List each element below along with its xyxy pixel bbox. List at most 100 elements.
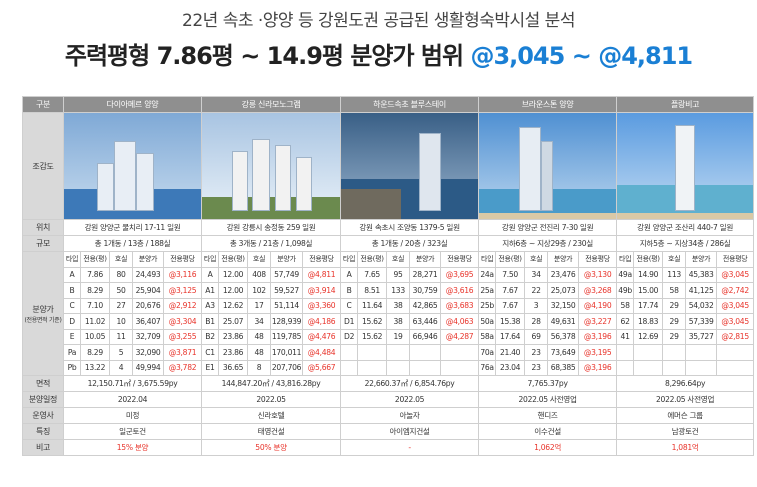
unit-cell: 7.67 xyxy=(495,297,526,314)
unit-cell: 34 xyxy=(524,266,549,283)
unit-cell: 8 xyxy=(247,359,272,376)
unit-cell xyxy=(386,344,411,361)
render-image-5 xyxy=(616,112,755,220)
unit-cell: 49,994 xyxy=(132,359,164,376)
unit-row: D 11.02 10 36,407 @3,304 B1 25.07 34 128,939 @4,1… xyxy=(23,313,755,330)
location-label: 위치 xyxy=(22,219,64,236)
unit-cell: 11 xyxy=(109,328,133,345)
area-cell: 22,660.37㎡ / 6,854.76py xyxy=(340,375,480,392)
unit-row: Pa 8.29 5 32,090 @3,871 C1 23.86 48 170,011 @4,48… xyxy=(23,344,755,361)
unit-column-header: 전용(평) xyxy=(357,251,388,268)
unit-cell: 50 xyxy=(109,282,133,299)
headline-title-accent: @3,045 ~ @4,811 xyxy=(470,42,693,70)
feature-row: 특징 일군토건 태영건설 아이엠지건설 이수건설 남광토건 xyxy=(22,423,755,440)
unit-cell: 22 xyxy=(524,282,549,299)
unit-cell: 119,785 xyxy=(270,328,304,345)
unit-cell: @3,782 xyxy=(162,359,203,376)
unit-cell: 5 xyxy=(109,344,133,361)
unit-cell: 8.29 xyxy=(80,282,110,299)
unit-cell: 23.86 xyxy=(218,344,249,361)
note-cell: 15% 분양 xyxy=(62,439,203,456)
unit-cell xyxy=(662,359,687,376)
unit-cell xyxy=(662,344,687,361)
price-label: 분양가 (전용면적 기준) xyxy=(22,251,64,376)
unit-cell: @3,255 xyxy=(162,328,203,345)
location-cell: 강원 강릉시 송정동 259 일원 xyxy=(201,219,342,236)
unit-cell: 133 xyxy=(386,282,411,299)
unit-cell: 59,527 xyxy=(270,282,304,299)
unit-cell: 12.62 xyxy=(218,297,249,314)
table-body: 구분 다이아메르 양양 강릉 신라모노그램 하운드속초 블루스테이 브라운스톤 … xyxy=(22,96,755,456)
unit-cell: 8.29 xyxy=(80,344,110,361)
unit-cell: 15.38 xyxy=(495,313,526,330)
unit-cell: 51,114 xyxy=(270,297,304,314)
unit-cell: 25,904 xyxy=(132,282,164,299)
unit-cell: E xyxy=(63,328,81,345)
unit-cell: @3,871 xyxy=(162,344,203,361)
unit-cell: 28,271 xyxy=(409,266,442,283)
unit-cell xyxy=(357,359,388,376)
project-name: 다이아메르 양양 xyxy=(62,96,203,113)
unit-cell xyxy=(716,344,755,361)
unit-cell: 57,749 xyxy=(270,266,304,283)
unit-cell xyxy=(633,344,664,361)
unit-cell xyxy=(440,344,480,361)
feature-cell: 이수건설 xyxy=(478,423,618,440)
unit-cell: 36.65 xyxy=(218,359,249,376)
render-label: 조감도 xyxy=(22,112,64,220)
unit-cell: 58a xyxy=(478,328,497,345)
unit-cell: 24,493 xyxy=(132,266,164,283)
unit-column-header: 전용평당 xyxy=(162,251,203,268)
unit-cell: 13.22 xyxy=(80,359,110,376)
unit-cell: A xyxy=(340,266,359,283)
unit-cell: 58 xyxy=(662,282,687,299)
area-row: 면적 12,150.71㎡ / 3,675.59py 144,847.20㎡ / 4… xyxy=(22,375,755,392)
unit-cell: @4,484 xyxy=(302,344,342,361)
unit-cell: A xyxy=(63,266,81,283)
unit-cell: 95 xyxy=(386,266,411,283)
unit-cell: 38 xyxy=(386,297,411,314)
unit-row: A 7.86 80 24,493 @3,116 A 12.00 408 57,749 @4,811… xyxy=(23,266,755,283)
unit-cell: 15.62 xyxy=(357,328,388,345)
note-cell: 1,062억 xyxy=(478,439,618,456)
unit-header-row: 분양가 (전용면적 기준) 타입 전용(평) 호실 분양가 전용평당 타입 전용(평) 호실 분… xyxy=(22,251,755,376)
unit-cell: @4,063 xyxy=(440,313,480,330)
schedule-label: 분양일정 xyxy=(22,391,64,408)
unit-cell: 17 xyxy=(247,297,272,314)
scale-cell: 지하5층 ~ 지상34층 / 286실 xyxy=(616,235,755,252)
unit-cell: @4,186 xyxy=(302,313,342,330)
headline-title: 주력평형 7.86평 ~ 14.9평 분양가 범위 @3,045 ~ @4,81… xyxy=(0,36,757,71)
unit-cell: 21.40 xyxy=(495,344,526,361)
project-name-row: 구분 다이아메르 양양 강릉 신라모노그램 하운드속초 블루스테이 브라운스톤 … xyxy=(22,96,755,113)
scale-cell: 총 3개동 / 21층 / 1,098실 xyxy=(201,235,342,252)
render-image-1 xyxy=(62,112,203,220)
unit-cell: 25.07 xyxy=(218,313,249,330)
unit-column-header: 분양가 xyxy=(270,251,304,268)
unit-cell: 3 xyxy=(524,297,549,314)
unit-cell: 45,383 xyxy=(685,266,718,283)
unit-cell: @3,045 xyxy=(716,313,755,330)
headline-subtitle: 22년 속초 ·양양 등 강원도권 공급된 생활형숙박시설 분석 xyxy=(182,11,575,31)
unit-cell: 36,407 xyxy=(132,313,164,330)
area-label: 면적 xyxy=(22,375,64,392)
unit-column-header: 전용(평) xyxy=(80,251,110,268)
price-label-note: (전용면적 기준) xyxy=(24,316,62,324)
unit-cell: 8.51 xyxy=(357,282,388,299)
unit-cell xyxy=(685,344,718,361)
scale-cell: 총 1개동 / 20층 / 323실 xyxy=(340,235,480,252)
unit-cell: 41 xyxy=(616,328,635,345)
unit-cell: 19 xyxy=(386,328,411,345)
location-cell: 강원 양양군 물치리 17-11 일원 xyxy=(62,219,203,236)
unit-cell: 49a xyxy=(616,266,635,283)
unit-column-header: 분양가 xyxy=(685,251,718,268)
unit-cell: @3,125 xyxy=(162,282,203,299)
unit-cell: C xyxy=(340,297,359,314)
unit-cell: 35,727 xyxy=(685,328,718,345)
project-name: 하운드속초 블루스테이 xyxy=(340,96,480,113)
unit-cell: 69 xyxy=(524,328,549,345)
operator-cell: 아놀자 xyxy=(340,407,480,424)
unit-cell: @5,667 xyxy=(302,359,342,376)
operator-cell: 핸디즈 xyxy=(478,407,618,424)
feature-cell: 아이엠지건설 xyxy=(340,423,480,440)
unit-column-header: 전용평당 xyxy=(716,251,755,268)
